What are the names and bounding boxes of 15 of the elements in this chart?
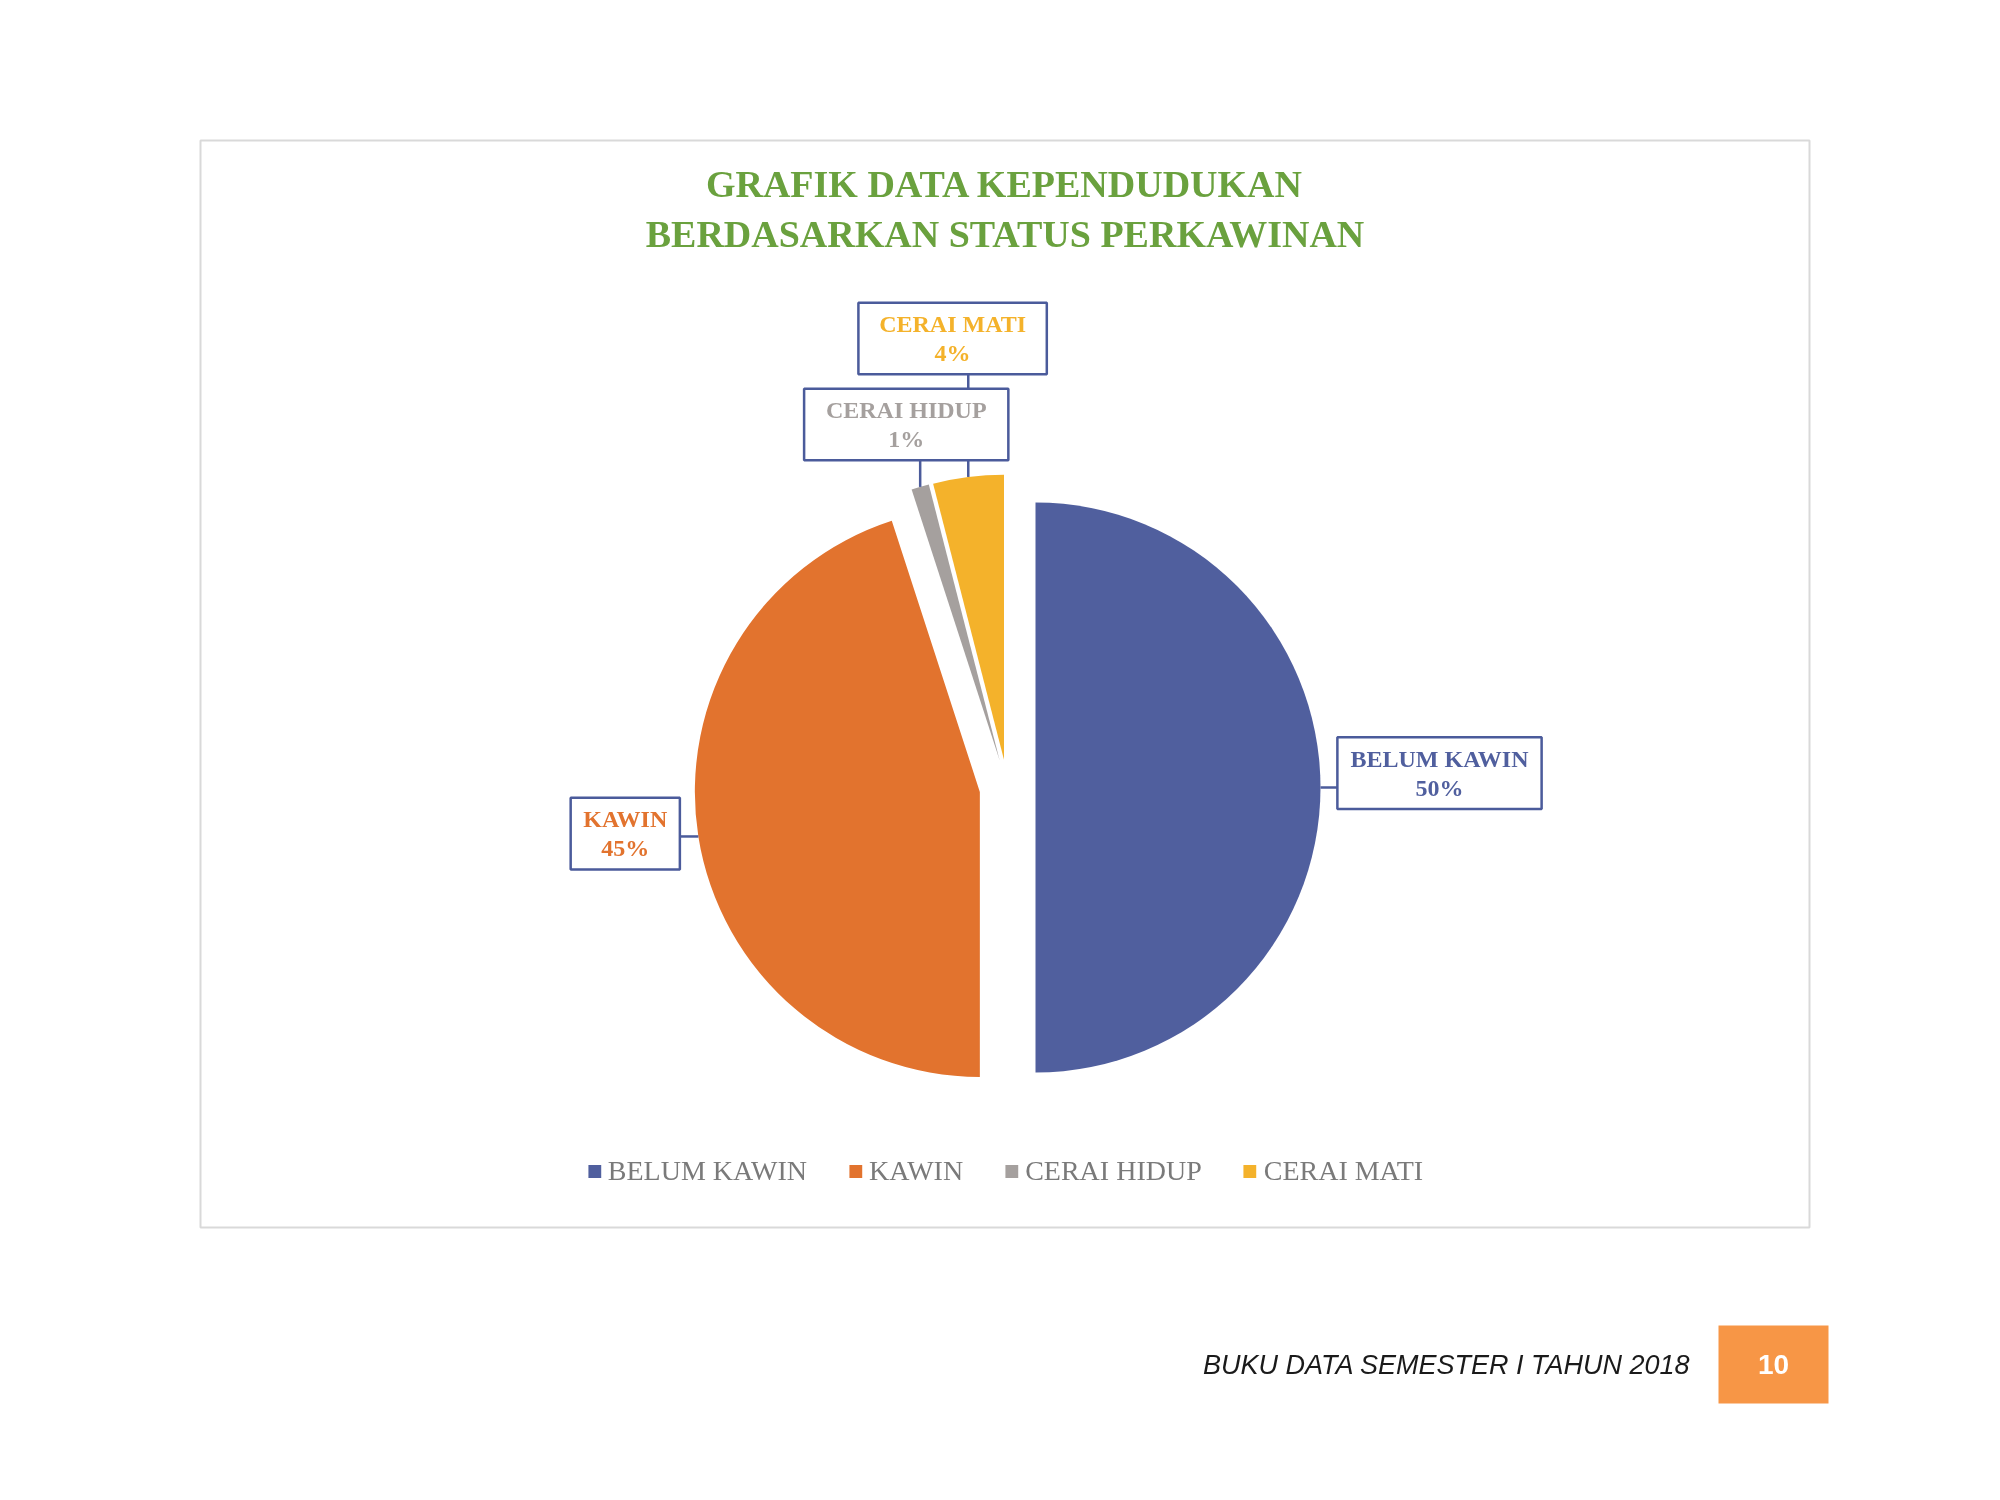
slice-label: CERAI HIDUP: [825, 397, 987, 424]
slice-label: BELUM KAWIN: [1350, 745, 1530, 772]
slice-label: CERAI MATI: [879, 311, 1027, 338]
data-label: 45%: [601, 835, 650, 862]
chart-title: GRAFIK DATA KEPENDUDUKAN BERDASARKAN STATUS PERKAWINAN: [645, 162, 1365, 255]
legend-label: KAWIN: [868, 1155, 964, 1187]
text: 10: [1757, 1349, 1790, 1380]
data-label: 4%: [934, 339, 971, 366]
legend-label: CERAI HIDUP: [1025, 1155, 1202, 1187]
text: BUKU DATA SEMESTER I TAHUN 2018: [1202, 1349, 1690, 1380]
slice-label: KAWIN: [583, 806, 668, 833]
legend-label: CERAI MATI: [1263, 1155, 1424, 1187]
legend-label: BELUM KAWIN: [607, 1155, 807, 1187]
data-label: 1%: [888, 425, 925, 452]
data-label: 50%: [1415, 774, 1464, 801]
